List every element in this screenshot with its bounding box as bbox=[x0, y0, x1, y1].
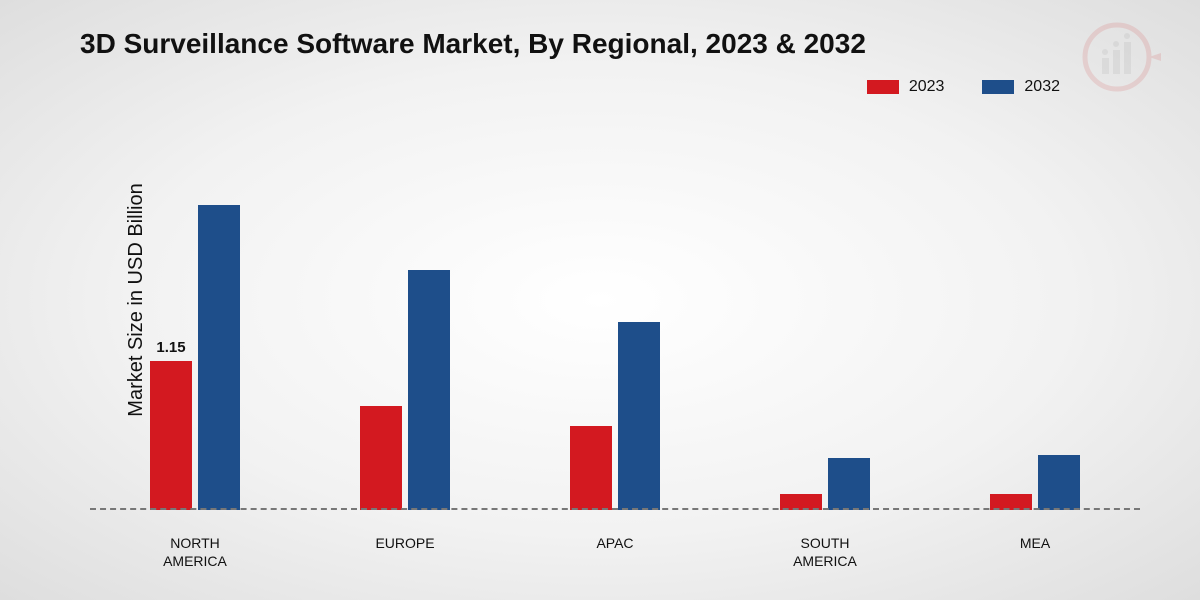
bar-groups: 1.15 bbox=[90, 120, 1140, 510]
x-axis-label: EUROPE bbox=[300, 535, 510, 570]
legend-item-2032: 2032 bbox=[982, 78, 1060, 96]
bar-2032 bbox=[618, 322, 660, 511]
chart-title: 3D Surveillance Software Market, By Regi… bbox=[80, 28, 866, 60]
bar-group bbox=[300, 120, 510, 510]
bar-2032 bbox=[408, 270, 450, 511]
legend-label-2023: 2023 bbox=[909, 78, 945, 96]
bar-2032 bbox=[1038, 455, 1080, 510]
legend: 2023 2032 bbox=[867, 78, 1060, 96]
x-axis-label: NORTH AMERICA bbox=[90, 535, 300, 570]
bar-2032 bbox=[198, 205, 240, 511]
bar-value-label: 1.15 bbox=[156, 339, 185, 356]
bar-group bbox=[510, 120, 720, 510]
watermark-logo bbox=[1072, 22, 1162, 97]
bar-group: 1.15 bbox=[90, 120, 300, 510]
legend-label-2032: 2032 bbox=[1024, 78, 1060, 96]
legend-swatch-2023 bbox=[867, 80, 899, 94]
legend-swatch-2032 bbox=[982, 80, 1014, 94]
bar-2023 bbox=[360, 406, 402, 510]
x-axis-labels: NORTH AMERICAEUROPEAPACSOUTH AMERICAMEA bbox=[90, 535, 1140, 570]
bar-group bbox=[720, 120, 930, 510]
legend-item-2023: 2023 bbox=[867, 78, 945, 96]
x-axis-label: MEA bbox=[930, 535, 1140, 570]
bar-2032 bbox=[828, 458, 870, 510]
plot-area: 1.15 bbox=[90, 120, 1140, 510]
bar-2023 bbox=[570, 426, 612, 511]
bar-2023: 1.15 bbox=[150, 361, 192, 510]
bar-group bbox=[930, 120, 1140, 510]
x-axis-baseline bbox=[90, 508, 1140, 510]
x-axis-label: APAC bbox=[510, 535, 720, 570]
x-axis-label: SOUTH AMERICA bbox=[720, 535, 930, 570]
